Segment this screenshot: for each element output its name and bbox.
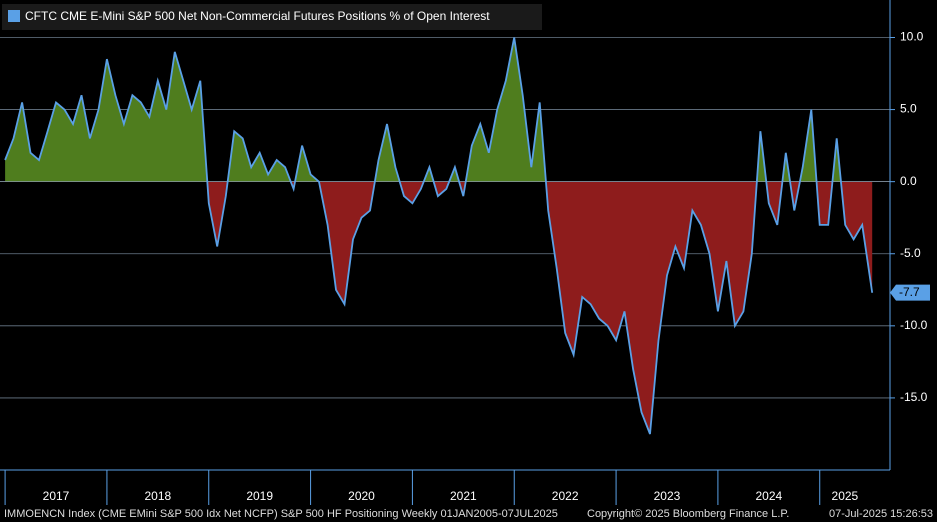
- x-tick-label: 2017: [43, 489, 70, 503]
- y-tick-label: 0.0: [900, 174, 917, 188]
- x-tick-label: 2023: [654, 489, 681, 503]
- footer-left: IMMOENCN Index (CME EMini S&P 500 Idx Ne…: [4, 508, 558, 520]
- legend-label: CFTC CME E-Mini S&P 500 Net Non-Commerci…: [25, 9, 490, 23]
- negative-area: [207, 181, 873, 434]
- y-tick-label: -15.0: [900, 390, 928, 404]
- legend-swatch: [8, 10, 20, 22]
- footer-center: Copyright© 2025 Bloomberg Finance L.P.: [587, 508, 789, 520]
- x-tick-label: 2021: [450, 489, 477, 503]
- last-value-box: [890, 284, 930, 301]
- x-tick-label: 2019: [246, 489, 273, 503]
- x-tick-label: 2025: [832, 489, 859, 503]
- y-tick-label: -10.0: [900, 318, 928, 332]
- x-tick-label: 2020: [348, 489, 375, 503]
- y-tick-label: -5.0: [900, 246, 921, 260]
- positive-area: [5, 37, 873, 182]
- plot-area: [0, 37, 890, 435]
- line: [4, 37, 874, 435]
- footer-right: 07-Jul-2025 15:26:53: [829, 508, 933, 520]
- last-value-label: -7.7: [899, 285, 920, 299]
- x-tick-label: 2022: [552, 489, 579, 503]
- y-tick-label: 5.0: [900, 102, 917, 116]
- legend-box: [2, 4, 542, 30]
- y-tick-label: 10.0: [900, 30, 924, 44]
- x-tick-label: 2018: [144, 489, 171, 503]
- x-tick-label: 2024: [755, 489, 782, 503]
